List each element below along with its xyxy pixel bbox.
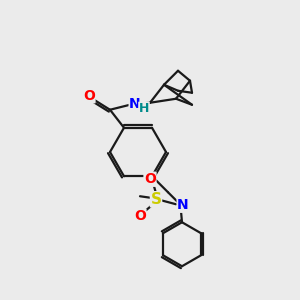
Text: N: N — [129, 97, 141, 111]
Text: O: O — [134, 209, 146, 223]
Text: O: O — [144, 172, 156, 186]
Text: N: N — [177, 198, 189, 212]
Text: H: H — [139, 102, 149, 115]
Text: O: O — [83, 89, 95, 103]
Text: S: S — [151, 192, 161, 207]
